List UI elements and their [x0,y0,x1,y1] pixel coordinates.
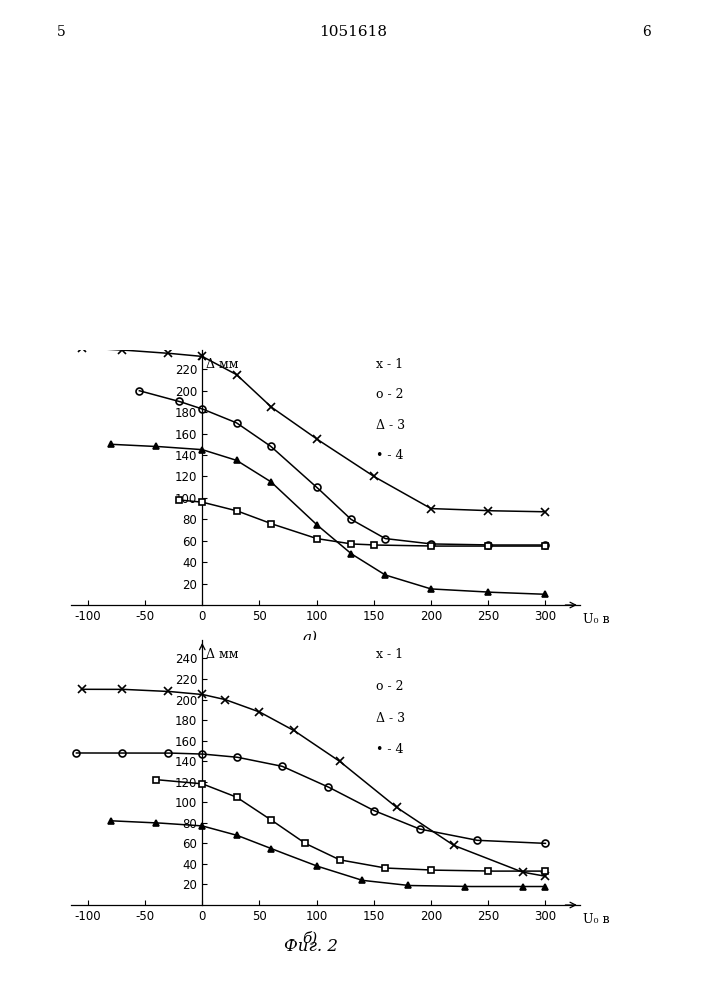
Text: Δ мм: Δ мм [206,358,238,371]
Text: o - 2: o - 2 [376,388,404,401]
Text: x - 1: x - 1 [376,358,403,371]
Text: б): б) [303,932,317,946]
Text: Фиг. 2: Фиг. 2 [284,938,338,955]
Text: • - 4: • - 4 [376,449,404,462]
Text: 6: 6 [642,25,650,39]
Text: а): а) [303,631,317,645]
Text: o - 2: o - 2 [376,680,404,693]
Text: Δ - 3: Δ - 3 [376,419,405,432]
Text: 1051618: 1051618 [320,25,387,39]
Text: U₀ в: U₀ в [583,913,610,926]
Text: Δ - 3: Δ - 3 [376,712,405,725]
Text: U₀ в: U₀ в [583,613,610,626]
Text: Δ мм: Δ мм [206,648,238,661]
Text: 5: 5 [57,25,65,39]
Text: x - 1: x - 1 [376,648,403,661]
Text: • - 4: • - 4 [376,743,404,756]
